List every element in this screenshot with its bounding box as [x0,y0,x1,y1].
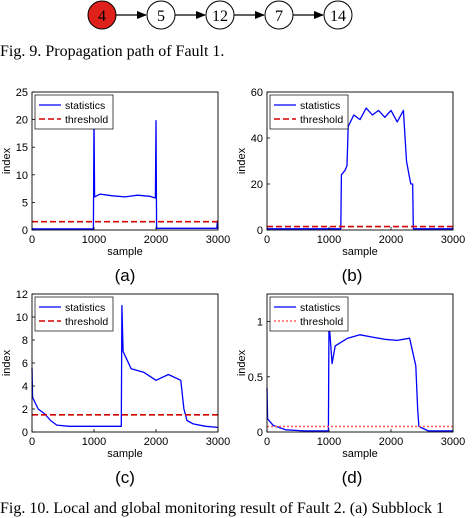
x-tick-label: 2000 [144,234,168,246]
x-tick-label: 3000 [441,234,465,246]
y-axis-label: index [1,147,13,174]
x-tick-label: 1000 [82,436,106,448]
x-axis-label: sample [107,448,142,460]
series-line-statistics [31,118,219,230]
legend-label-threshold: threshold [300,114,343,126]
x-tick-label: 0 [29,436,35,448]
legend-box [34,296,114,332]
legend-box [269,296,349,332]
legend-label-statistics: statistics [65,100,105,112]
y-tick-label: 60 [251,87,263,99]
subfigure-label-d: (d) [341,468,363,487]
node-label: 14 [330,8,346,25]
y-tick-label: 0 [257,225,263,237]
x-tick-label: 1000 [317,234,341,246]
legend-label-threshold: threshold [65,316,108,328]
y-tick-label: 1 [257,317,263,329]
x-tick-label: 2000 [144,436,168,448]
x-tick-label: 0 [29,234,35,246]
monitoring-chart-svg: 0 1000 2000 3000 0 0.5 1 sample index statistics t… [236,293,465,460]
legend-label-threshold: threshold [300,316,343,328]
x-axis-label: sample [342,246,377,258]
chart-c: 0 1000 2000 3000 0 2 4 6 8 10 12 sample index statist… [0,289,238,468]
x-tick-label: 3000 [206,234,230,246]
series-line-statistics [266,320,453,432]
x-tick-label: 0 [264,234,270,246]
y-tick-label: 4 [22,381,28,393]
chart-a: 0 1000 2000 3000 0 5 10 15 20 25 sample index statis… [0,87,238,266]
legend-label-threshold: threshold [65,114,108,126]
subfigure-label-a: (a) [114,266,136,285]
node-label: 4 [98,8,106,25]
node-12 [205,0,235,30]
y-tick-label: 6 [22,358,28,370]
y-tick-label: 40 [251,133,263,145]
x-tick-label: 0 [264,436,270,448]
node-14 [323,0,353,30]
y-tick-label: 0 [22,427,28,439]
y-tick-label: 12 [16,289,28,301]
y-tick-label: 2 [22,404,28,416]
x-tick-label: 1000 [317,436,341,448]
legend-label-statistics: statistics [65,302,105,314]
y-tick-label: 20 [251,179,263,191]
legend-label-statistics: statistics [300,302,340,314]
series-line-statistics [31,304,219,429]
subfigure-label-c: (c) [115,468,135,487]
node-4 [87,0,117,30]
axes-frame [266,91,454,231]
legend-label-statistics: statistics [300,100,340,112]
node-label: 5 [157,8,165,25]
axes-frame [266,293,454,433]
legend-box [34,94,114,130]
propagation-path-diagram: 4 5 12 7 14 [87,0,353,30]
x-axis-label: sample [342,448,377,460]
y-tick-label: 8 [22,335,28,347]
chart-b: 0 1000 2000 3000 0 20 40 60 sample index statistic… [235,87,473,266]
x-tick-label: 3000 [441,436,465,448]
y-tick-label: 20 [16,115,28,127]
node-label: 12 [212,8,228,25]
figure-10-caption: Fig. 10. Local and global monitoring res… [0,500,444,517]
axes-frame [31,91,219,231]
y-axis-label: index [1,349,13,376]
y-tick-label: 5 [22,197,28,209]
y-tick-label: 0.5 [248,372,263,384]
monitoring-chart-svg: 0 1000 2000 3000 0 5 10 15 20 25 sample index statis… [1,87,230,258]
node-5 [146,0,176,30]
x-tick-label: 1000 [82,234,106,246]
x-tick-label: 2000 [379,436,403,448]
y-axis-label: index [236,147,248,174]
node-7 [264,0,294,30]
y-tick-label: 0 [257,427,263,439]
monitoring-chart-svg: 0 1000 2000 3000 0 2 4 6 8 10 12 sample index statist… [1,289,230,460]
y-tick-label: 10 [16,170,28,182]
y-tick-label: 0 [22,225,28,237]
legend-box [269,94,349,130]
y-tick-label: 25 [16,87,28,99]
node-label: 7 [275,8,283,25]
subfigure-label-b: (b) [341,266,363,285]
chart-d: 0 1000 2000 3000 0 0.5 1 sample index statistics t… [235,290,473,468]
y-tick-label: 15 [16,142,28,154]
y-axis-label: index [236,349,248,376]
x-tick-label: 3000 [206,436,230,448]
series-line-statistics [267,107,453,230]
x-tick-label: 2000 [379,234,403,246]
y-tick-label: 10 [16,312,28,324]
figure-9-caption: Fig. 9. Propagation path of Fault 1. [0,43,225,60]
monitoring-chart-svg: 0 1000 2000 3000 0 20 40 60 sample index statistic… [236,87,465,258]
x-axis-label: sample [107,246,142,258]
